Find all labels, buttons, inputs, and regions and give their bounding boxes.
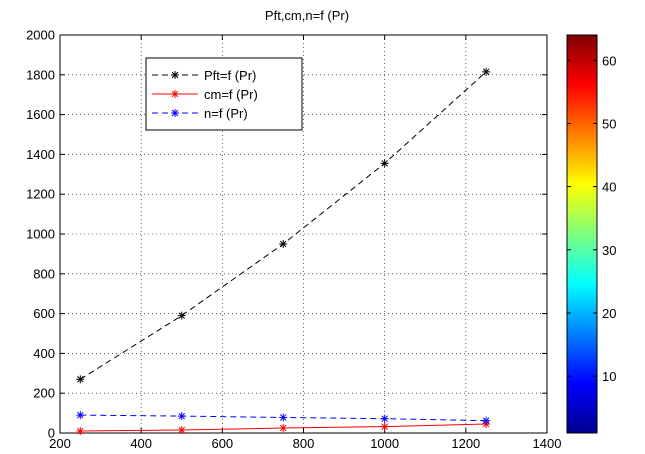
y-tick-label: 600 xyxy=(33,306,55,321)
chart-title: Pft,cm,n=f (Pr) xyxy=(265,8,349,23)
x-axis: 200 400 600 800 1000 1200 1400 xyxy=(49,35,561,451)
y-tick-label: 1800 xyxy=(26,67,55,82)
data-point xyxy=(76,427,85,436)
legend-item: Pft=f (Pr) xyxy=(152,68,256,83)
data-point xyxy=(279,413,288,422)
y-tick-label: 1000 xyxy=(26,227,55,242)
legend-marker xyxy=(171,90,179,98)
data-point xyxy=(482,416,491,425)
x-tick-label: 1000 xyxy=(370,436,399,451)
x-tick-label: 400 xyxy=(130,436,152,451)
data-point xyxy=(177,412,186,421)
y-tick-label: 1400 xyxy=(26,147,55,162)
data-point xyxy=(177,311,186,320)
data-point xyxy=(279,239,288,248)
data-point xyxy=(279,424,288,433)
colorbar-tick-label: 40 xyxy=(602,180,616,195)
x-tick-label: 600 xyxy=(211,436,233,451)
data-point xyxy=(177,426,186,435)
colorbar: 10 20 30 40 50 60 xyxy=(566,34,616,434)
data-point xyxy=(380,414,389,423)
colorbar-tick-label: 10 xyxy=(602,369,616,384)
y-tick-label: 0 xyxy=(48,426,55,441)
series-layer xyxy=(76,67,491,436)
series-0 xyxy=(76,67,491,384)
axes-box xyxy=(59,34,548,434)
data-point xyxy=(380,422,389,431)
x-tick-label: 1200 xyxy=(451,436,480,451)
colorbar-tick-label: 60 xyxy=(602,53,616,68)
colorbar-ticks: 10 20 30 40 50 60 xyxy=(567,53,616,384)
colorbar-tick-label: 30 xyxy=(602,243,616,258)
legend-label: n=f (Pr) xyxy=(204,106,248,121)
legend-item: n=f (Pr) xyxy=(152,106,248,121)
colorbar-gradient xyxy=(566,34,598,434)
y-tick-label: 1600 xyxy=(26,107,55,122)
series-1 xyxy=(76,420,491,436)
y-tick-label: 400 xyxy=(33,346,55,361)
data-point xyxy=(76,411,85,420)
y-tick-label: 800 xyxy=(33,266,55,281)
legend-marker xyxy=(171,109,179,117)
legend-label: Pft=f (Pr) xyxy=(204,68,256,83)
y-tick-label: 2000 xyxy=(26,28,55,43)
colorbar-tick-label: 20 xyxy=(602,306,616,321)
x-tick-label: 1400 xyxy=(533,436,562,451)
data-point xyxy=(76,375,85,384)
plot-area: 200 400 600 800 1000 1200 1400 020040060080010… xyxy=(26,28,561,452)
colorbar-tick-label: 50 xyxy=(602,116,616,131)
legend: Pft=f (Pr) cm=f (Pr) n=f (Pr) xyxy=(145,57,303,131)
legend-marker xyxy=(171,71,179,79)
y-axis: 0 200 400 600 800 1000 1200 1400 1600 1800 2000 xyxy=(26,28,547,441)
y-tick-label: 1200 xyxy=(26,187,55,202)
y-tick-label: 200 xyxy=(33,386,55,401)
series-2 xyxy=(76,411,491,425)
data-point xyxy=(380,159,389,168)
data-point xyxy=(482,67,491,76)
x-tick-label: 200 xyxy=(49,436,71,451)
x-tick-label: 800 xyxy=(293,436,315,451)
legend-label: cm=f (Pr) xyxy=(204,87,258,102)
legend-item: cm=f (Pr) xyxy=(152,87,258,102)
